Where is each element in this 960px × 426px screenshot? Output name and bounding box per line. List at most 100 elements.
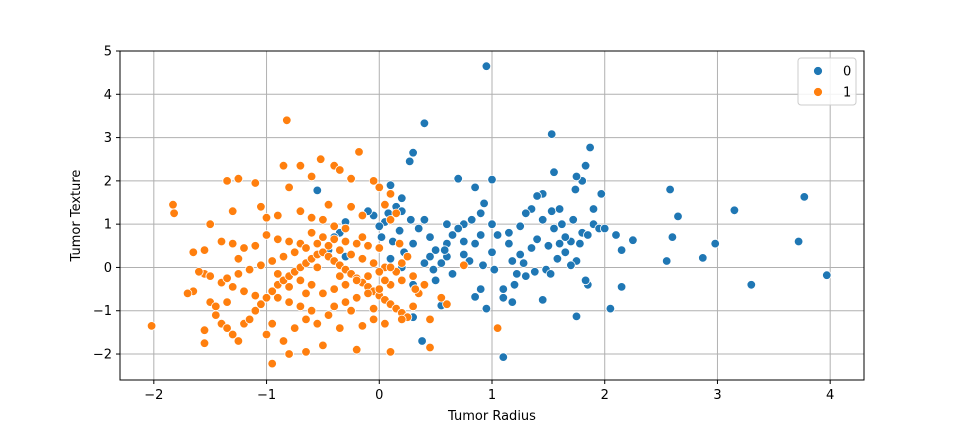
data-point-series-1 (278, 336, 289, 346)
data-point-series-1 (335, 323, 345, 333)
data-point-series-0 (492, 230, 503, 240)
data-point-series-1 (316, 154, 326, 164)
data-point-series-1 (199, 338, 210, 348)
data-point-series-1 (267, 358, 277, 369)
data-point-series-1 (256, 299, 266, 309)
data-point-series-0 (419, 118, 430, 129)
data-point-series-1 (301, 314, 311, 325)
data-point-series-1 (256, 202, 266, 212)
data-point-series-0 (476, 230, 486, 240)
data-point-series-1 (402, 251, 413, 262)
data-point-series-1 (397, 258, 407, 268)
data-point-series-1 (301, 243, 311, 253)
data-point-series-1 (301, 347, 311, 357)
data-point-series-0 (799, 192, 810, 202)
data-point-series-1 (329, 284, 339, 294)
data-point-series-1 (329, 301, 339, 312)
data-point-series-0 (507, 297, 518, 307)
data-point-series-1 (273, 293, 283, 303)
data-point-series-0 (571, 311, 582, 322)
data-point-series-1 (368, 314, 379, 325)
data-point-series-0 (476, 208, 486, 219)
data-point-series-0 (628, 235, 638, 245)
data-point-series-1 (284, 349, 294, 359)
data-point-series-0 (478, 260, 488, 271)
data-point-series-1 (282, 115, 292, 126)
data-point-series-1 (295, 160, 306, 171)
legend-label-1: 1 (843, 86, 851, 101)
data-point-series-1 (346, 249, 356, 260)
data-point-series-1 (335, 245, 345, 255)
data-point-series-1 (278, 251, 289, 262)
data-point-series-1 (335, 271, 345, 281)
data-point-series-1 (233, 336, 244, 346)
data-point-series-1 (346, 202, 356, 212)
data-point-series-0 (746, 280, 757, 290)
data-point-series-1 (380, 275, 390, 286)
data-point-series-1 (352, 293, 362, 303)
data-point-series-1 (408, 301, 418, 312)
data-point-series-1 (368, 303, 379, 314)
data-point-series-0 (498, 284, 509, 294)
data-point-series-0 (470, 182, 480, 193)
data-point-series-1 (492, 323, 503, 333)
data-point-series-0 (385, 254, 396, 264)
data-point-series-1 (346, 173, 356, 184)
data-point-series-1 (222, 297, 232, 307)
data-point-series-0 (417, 336, 427, 346)
data-point-series-0 (822, 270, 832, 280)
data-point-series-0 (385, 180, 396, 190)
data-point-series-1 (380, 199, 390, 210)
data-point-series-1 (354, 147, 364, 157)
data-point-series-0 (414, 223, 424, 234)
data-point-series-0 (585, 142, 595, 153)
data-point-series-1 (284, 297, 294, 307)
data-point-series-0 (487, 174, 497, 185)
data-point-series-1 (273, 234, 283, 245)
data-point-series-1 (290, 247, 300, 258)
data-point-series-1 (216, 236, 227, 247)
data-point-series-1 (267, 256, 277, 266)
data-point-series-0 (425, 251, 435, 262)
data-point-series-1 (306, 212, 317, 223)
data-point-series-0 (547, 206, 557, 216)
data-point-series-0 (571, 171, 582, 182)
data-point-series-0 (515, 249, 525, 260)
data-point-series-0 (459, 249, 469, 260)
data-point-series-0 (605, 303, 616, 314)
data-point-series-0 (509, 280, 520, 290)
data-point-series-1 (397, 314, 407, 325)
data-point-series-1 (295, 206, 306, 216)
data-point-series-1 (312, 319, 323, 329)
data-point-series-0 (698, 253, 708, 263)
data-point-series-1 (233, 269, 244, 279)
data-point-series-1 (239, 286, 249, 297)
data-point-series-1 (340, 280, 351, 290)
data-point-series-0 (575, 238, 585, 249)
data-point-series-1 (368, 258, 379, 268)
data-point-series-0 (459, 236, 469, 247)
x-tick-label: 1 (488, 388, 496, 403)
data-point-series-1 (306, 228, 317, 238)
data-point-series-0 (596, 189, 607, 199)
data-point-series-1 (391, 208, 401, 219)
data-point-series-1 (222, 273, 232, 284)
data-point-series-0 (394, 225, 405, 236)
data-point-series-1 (284, 282, 294, 292)
x-tick-label: 2 (601, 388, 609, 403)
legend: 0 1 (797, 57, 857, 106)
data-point-series-1 (222, 176, 232, 186)
data-point-series-1 (261, 212, 272, 223)
data-point-series-0 (487, 219, 497, 229)
data-point-series-1 (329, 234, 339, 245)
data-point-series-1 (233, 254, 244, 264)
data-point-series-1 (146, 321, 157, 331)
data-point-series-1 (239, 243, 249, 253)
data-point-series-0 (566, 260, 576, 271)
data-point-series-1 (357, 254, 368, 264)
grid-lines (120, 50, 864, 380)
data-point-series-1 (425, 342, 435, 353)
data-point-series-1 (346, 306, 356, 316)
data-point-series-1 (261, 230, 272, 240)
